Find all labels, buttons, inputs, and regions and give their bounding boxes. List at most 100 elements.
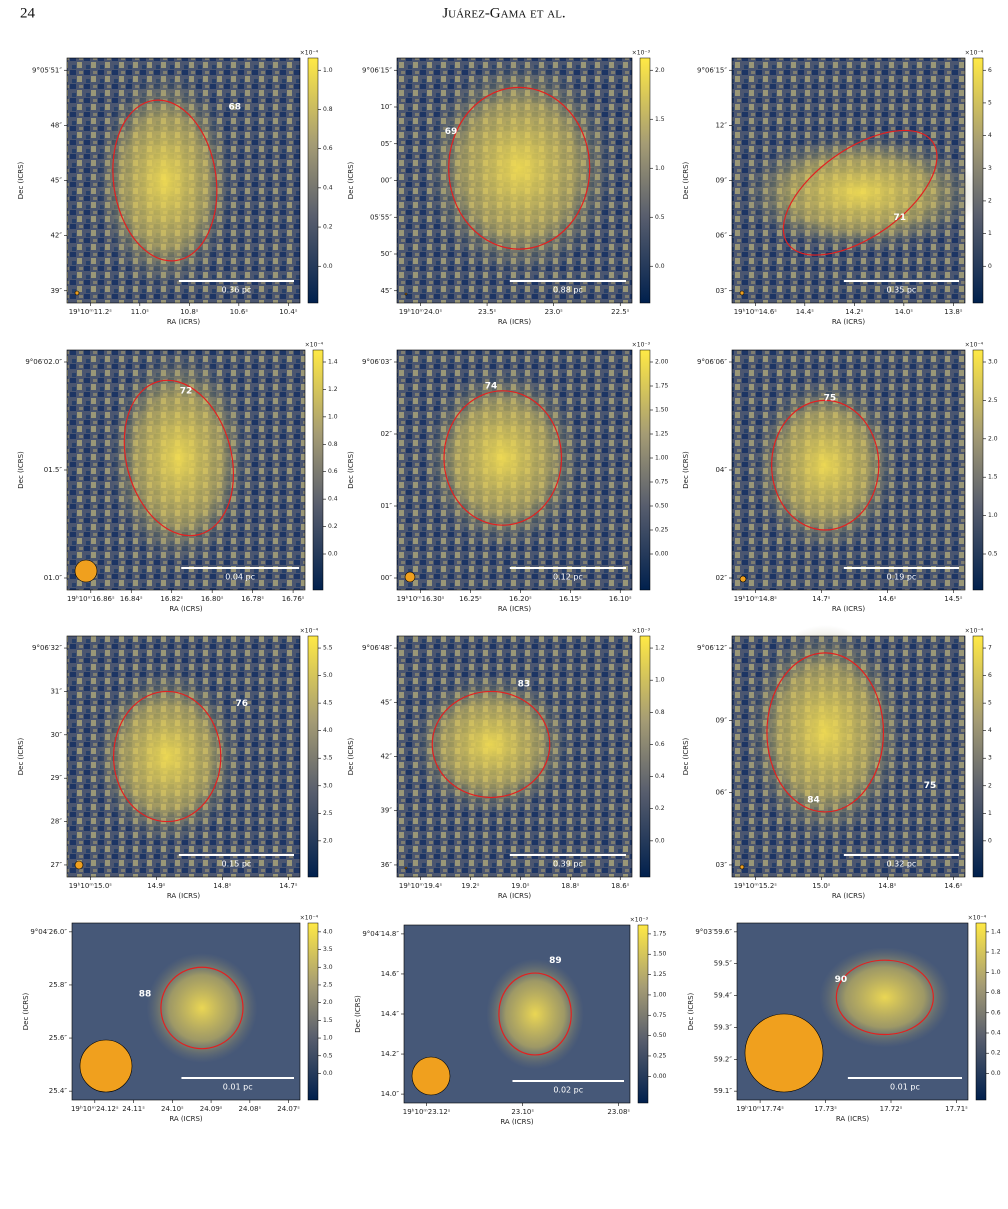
emission	[423, 367, 583, 549]
colorbar-tick-label: 1.0	[655, 165, 665, 172]
emission	[146, 953, 258, 1063]
x-axis-label: RA (ICRS)	[498, 892, 532, 900]
frame	[66, 635, 301, 878]
source-label: 76	[235, 699, 248, 709]
x-tick-label: 23.5ˢ	[478, 308, 497, 316]
colorbar-tick-label: 1.0	[328, 413, 338, 420]
colorbar	[312, 349, 324, 591]
colorbar-tick-label: 0.6	[323, 145, 333, 152]
y-tick-label: 30″	[50, 731, 62, 739]
panel: 76 0.15 pc 9°06′32″ 31″ 30″ 29″ 28″ 27″ 19ʰ10ᵐ15…	[17, 628, 333, 901]
x-axis-label: RA (ICRS)	[500, 1118, 534, 1126]
y-tick-label: 28″	[50, 818, 62, 826]
scale-bar-label: 0.32 pc	[886, 860, 916, 869]
y-tick-label: 9°06′15″	[362, 66, 392, 74]
colorbar-tick-label: 0.2	[991, 1050, 1001, 1057]
contour	[782, 129, 938, 256]
y-tick-label: 25.6″	[49, 1034, 68, 1042]
colorbar-tick-label: 0.8	[655, 709, 665, 716]
y-tick-label: 05″	[380, 140, 392, 148]
contour	[443, 390, 563, 526]
x-tick-label: 17.72ˢ	[880, 1105, 903, 1113]
colorbar-tick-label: 1.0	[988, 512, 998, 519]
colorbar-tick-label: 1.75	[653, 930, 667, 937]
panel: 83 0.39 pc 9°06′48″ 45″ 42″ 39″ 36″ 19ʰ10ᵐ19.4ˢ…	[347, 628, 665, 901]
panel: 89 0.02 pc 9°04′14.8″ 14.6″ 14.4″ 14.2″ 14.0″ 1…	[354, 917, 667, 1127]
y-tick-label: 9°06′12″	[697, 644, 727, 652]
x-tick-label: 14.6ˢ	[878, 595, 897, 603]
y-tick-label: 25.4″	[49, 1087, 68, 1095]
colorbar-tick-label: 2.0	[988, 435, 998, 442]
y-tick-label: 59.5″	[714, 960, 733, 968]
x-tick-label: 19ʰ10ᵐ15.2ˢ	[734, 882, 778, 890]
y-axis-label: Dec (ICRS)	[354, 995, 362, 1033]
colorbar-tick-label: 1.50	[655, 407, 669, 414]
x-tick-label: 10.6ˢ	[230, 308, 249, 316]
x-tick-label: 22.5ˢ	[611, 308, 630, 316]
colorbar-tick-label: 0.5	[323, 1052, 333, 1059]
colorbar-tick-label: 1.0	[323, 67, 333, 74]
scale-bar-label: 0.01 pc	[223, 1083, 253, 1092]
contour	[835, 959, 934, 1036]
beam	[404, 866, 408, 870]
colorbar-tick-label: 1.5	[988, 474, 998, 481]
colorbar-tick-label: 1	[988, 810, 992, 817]
colorbar-tick-label: 0	[988, 837, 992, 844]
x-axis-label: RA (ICRS)	[498, 318, 532, 326]
y-tick-label: 9°04′26.0″	[30, 928, 67, 936]
x-tick-label: 23.08ˢ	[607, 1108, 630, 1116]
y-axis-label: Dec (ICRS)	[347, 451, 355, 489]
colorbar	[639, 349, 651, 591]
frame	[71, 922, 301, 1101]
x-tick-label: 14.8ˢ	[213, 882, 232, 890]
x-tick-label: 19ʰ10ᵐ24.12ˢ	[71, 1105, 119, 1113]
panel: 72 0.04 pc 9°06′02.0″ 01.5″ 01.0″ 19ʰ10ᵐ16.86…	[17, 342, 338, 614]
y-tick-label: 29″	[50, 774, 62, 782]
colorbar-tick-label: 2.5	[988, 397, 998, 404]
y-tick-label: 06″	[715, 789, 727, 797]
colorbar-tick-label: 2	[988, 197, 992, 204]
x-tick-label: 14.4ˢ	[796, 308, 815, 316]
colorbar-tick-label: 1.4	[991, 928, 1001, 935]
x-tick-label: 24.09ˢ	[200, 1105, 223, 1113]
x-axis-label: RA (ICRS)	[167, 318, 201, 326]
frame	[396, 349, 633, 591]
colorbar-tick-label: 0.00	[653, 1073, 667, 1080]
x-tick-label: 24.11ˢ	[122, 1105, 145, 1113]
colorbar-exponent: ×10⁻³	[632, 342, 651, 349]
beam	[739, 864, 745, 870]
contour	[498, 972, 572, 1056]
colorbar-tick-label: 0.6	[328, 468, 338, 475]
y-tick-label: 00″	[380, 177, 392, 185]
y-tick-label: 42″	[50, 232, 62, 240]
x-tick-label: 23.0ˢ	[545, 308, 564, 316]
y-tick-label: 09″	[715, 177, 727, 185]
x-tick-label: 16.82ˢ	[160, 595, 183, 603]
x-tick-label: 23.10ˢ	[511, 1108, 534, 1116]
x-tick-label: 19ʰ10ᵐ14.8ˢ	[734, 595, 778, 603]
frame	[736, 922, 969, 1101]
scale-bar-label: 0.02 pc	[553, 1086, 583, 1095]
colorbar-tick-label: 0.50	[653, 1032, 667, 1039]
colorbar-tick-label: 0.5	[655, 214, 665, 221]
contour	[766, 652, 885, 813]
colorbar-tick-label: 1.2	[328, 386, 338, 393]
y-tick-label: 59.2″	[714, 1055, 733, 1063]
colorbar-tick-label: 0.4	[655, 773, 665, 780]
y-axis-label: Dec (ICRS)	[17, 161, 25, 199]
panel: 68 0.36 pc 9°05′51″ 48″ 45″ 42″ 39″ 19ʰ10ᵐ11.2ˢ…	[17, 50, 333, 327]
colorbar-exponent: ×10⁻⁴	[968, 915, 987, 922]
y-tick-label: 39″	[50, 287, 62, 295]
y-tick-label: 02″	[715, 574, 727, 582]
source-label: 83	[518, 680, 531, 690]
colorbar-tick-label: 2.0	[323, 837, 333, 844]
contour	[431, 690, 551, 799]
colorbar-tick-label: 0.6	[655, 741, 665, 748]
x-tick-label: 18.8ˢ	[561, 882, 580, 890]
x-tick-label: 14.7ˢ	[812, 595, 831, 603]
colorbar	[975, 922, 987, 1101]
colorbar-tick-label: 0.0	[323, 1070, 333, 1077]
colorbar-tick-label: 4.0	[323, 928, 333, 935]
colorbar-tick-label: 2	[988, 782, 992, 789]
x-tick-label: 16.20ˢ	[509, 595, 532, 603]
